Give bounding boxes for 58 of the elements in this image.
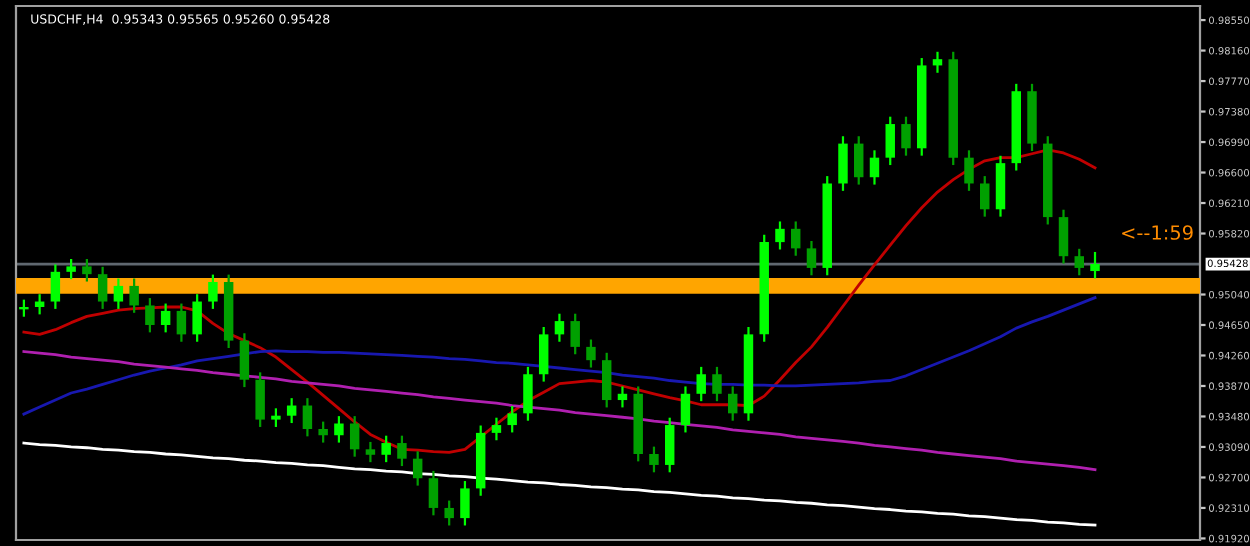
candlestick (397, 435, 407, 467)
candlestick (554, 313, 565, 342)
candlestick (19, 299, 29, 317)
candlestick (696, 366, 706, 402)
candlestick (460, 481, 470, 526)
candlestick (932, 51, 943, 73)
candlestick (964, 150, 974, 191)
candlestick (318, 421, 328, 443)
candlestick (192, 294, 202, 342)
candlestick (1074, 248, 1084, 276)
candlestick (129, 278, 139, 313)
candlestick (1090, 251, 1100, 279)
candlestick (680, 386, 691, 433)
candlestick (365, 441, 376, 463)
candlestick (586, 339, 596, 368)
candlestick (145, 298, 155, 333)
candlestick (727, 386, 738, 421)
candlestick (775, 221, 785, 250)
candlestick (491, 417, 502, 441)
candlestick (806, 241, 817, 276)
candlestick (885, 116, 895, 166)
candlestick (995, 155, 1006, 217)
candlestick (791, 221, 801, 256)
candlestick (82, 258, 92, 282)
candlestick (302, 398, 313, 437)
candlestick (538, 327, 549, 382)
candlestick (980, 176, 990, 217)
text: <--1:59 (1122, 225, 1193, 240)
candlestick (349, 416, 360, 457)
candlestick (176, 303, 187, 342)
candlestick (208, 274, 218, 309)
candlestick (1058, 209, 1069, 264)
candlestick (255, 372, 265, 427)
candlestick (507, 405, 517, 433)
candlestick (50, 264, 61, 309)
candlestick (712, 366, 722, 402)
candlestick (428, 470, 439, 516)
candlestick (649, 446, 659, 473)
line-series (22, 441, 1097, 527)
candlestick (601, 352, 612, 408)
candlestick (113, 278, 124, 309)
candlestick (901, 116, 911, 156)
line-series (22, 296, 1097, 416)
candlestick (854, 136, 864, 185)
candlestick (412, 451, 423, 486)
candlestick (97, 266, 108, 309)
candlestick (239, 333, 250, 388)
candlestick (617, 386, 628, 408)
candlestick (444, 500, 454, 526)
candlestick (523, 366, 533, 421)
candlestick (570, 313, 580, 355)
candlestick (664, 417, 675, 473)
candlestick (869, 150, 880, 185)
candlestick (838, 136, 848, 191)
candlestick (334, 416, 344, 443)
candlestick (160, 303, 171, 333)
candlestick (381, 435, 391, 463)
candlestick (286, 398, 297, 424)
